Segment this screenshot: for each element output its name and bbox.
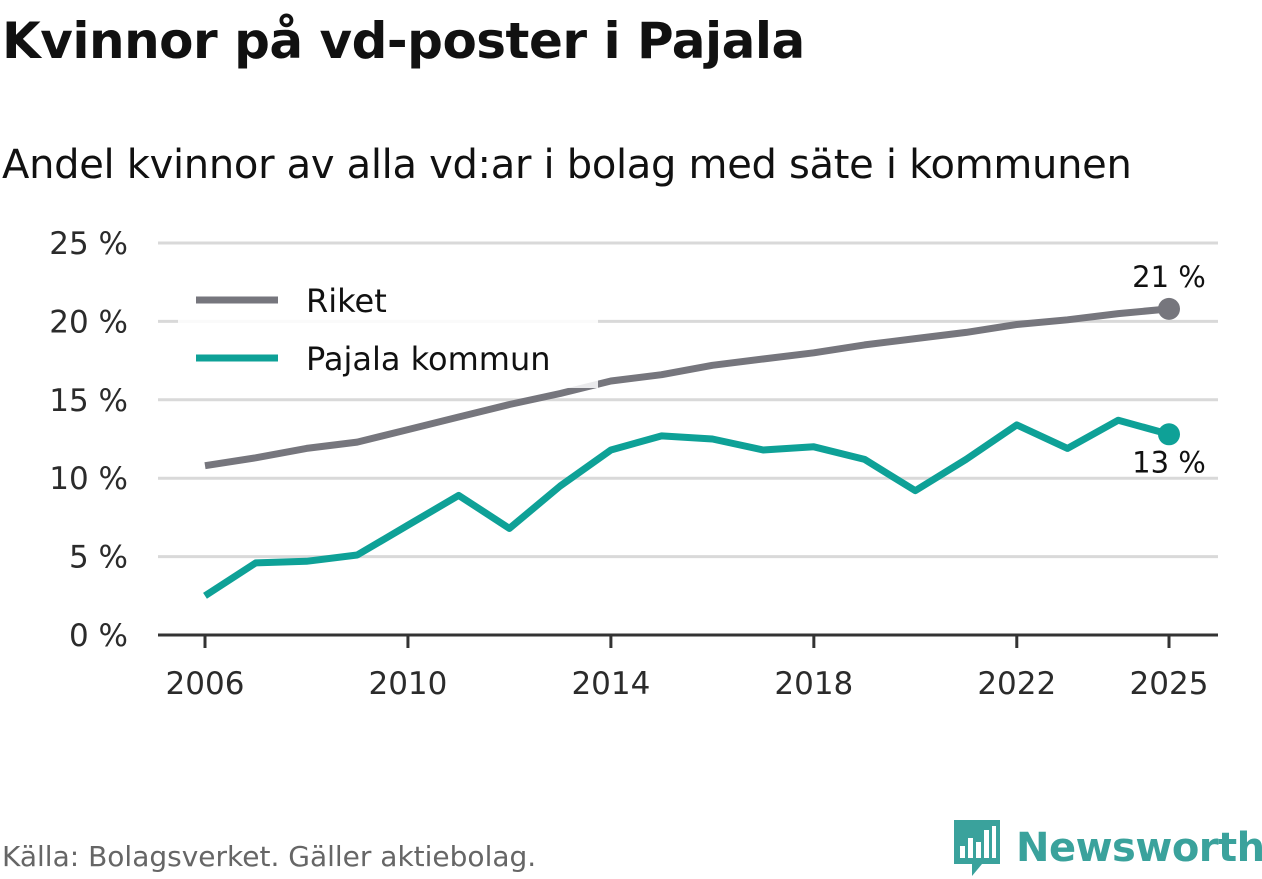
end-points: 21 % 13 % [1129, 257, 1209, 482]
y-axis-ticks: 0 % 5 % 10 % 15 % 20 % 25 % [49, 226, 128, 654]
x-tick-label: 2022 [977, 666, 1056, 702]
y-tick-label: 0 % [69, 618, 128, 654]
series-lines [203, 305, 1170, 599]
x-tick-label: 2018 [774, 666, 853, 702]
newsworthy-logo: Newsworthy [952, 818, 1262, 878]
x-tick-label: 2006 [166, 666, 245, 702]
legend-label-riket: Riket [306, 282, 387, 320]
legend-background [178, 268, 598, 388]
series-line-riket [204, 305, 1170, 470]
legend-label-pajala: Pajala kommun [306, 340, 551, 378]
chart-title: Kvinnor på vd-poster i Pajala [2, 12, 805, 70]
series-line-pajala [203, 416, 1170, 599]
y-tick-label: 25 % [49, 226, 128, 262]
y-tick-label: 15 % [49, 383, 128, 419]
x-axis-ticks: 2006 2010 2014 2018 2022 2025 [166, 635, 1209, 702]
legend: Riket Pajala kommun [178, 268, 598, 388]
y-tick-label: 10 % [49, 461, 128, 497]
brand-name: Newsworthy [1016, 825, 1262, 871]
end-label-pajala: 13 % [1132, 445, 1206, 479]
x-tick-label: 2010 [368, 666, 447, 702]
x-tick-label: 2014 [571, 666, 650, 702]
y-tick-label: 20 % [49, 304, 128, 340]
newsworthy-icon [954, 820, 1000, 876]
y-tick-label: 5 % [69, 540, 128, 576]
source-note: Källa: Bolagsverket. Gäller aktiebolag. [2, 840, 537, 873]
end-point-riket [1158, 297, 1180, 320]
chart-subtitle: Andel kvinnor av alla vd:ar i bolag med … [2, 142, 1132, 188]
x-tick-label: 2025 [1130, 666, 1209, 702]
end-point-pajala [1158, 423, 1180, 446]
end-label-riket: 21 % [1132, 260, 1206, 294]
